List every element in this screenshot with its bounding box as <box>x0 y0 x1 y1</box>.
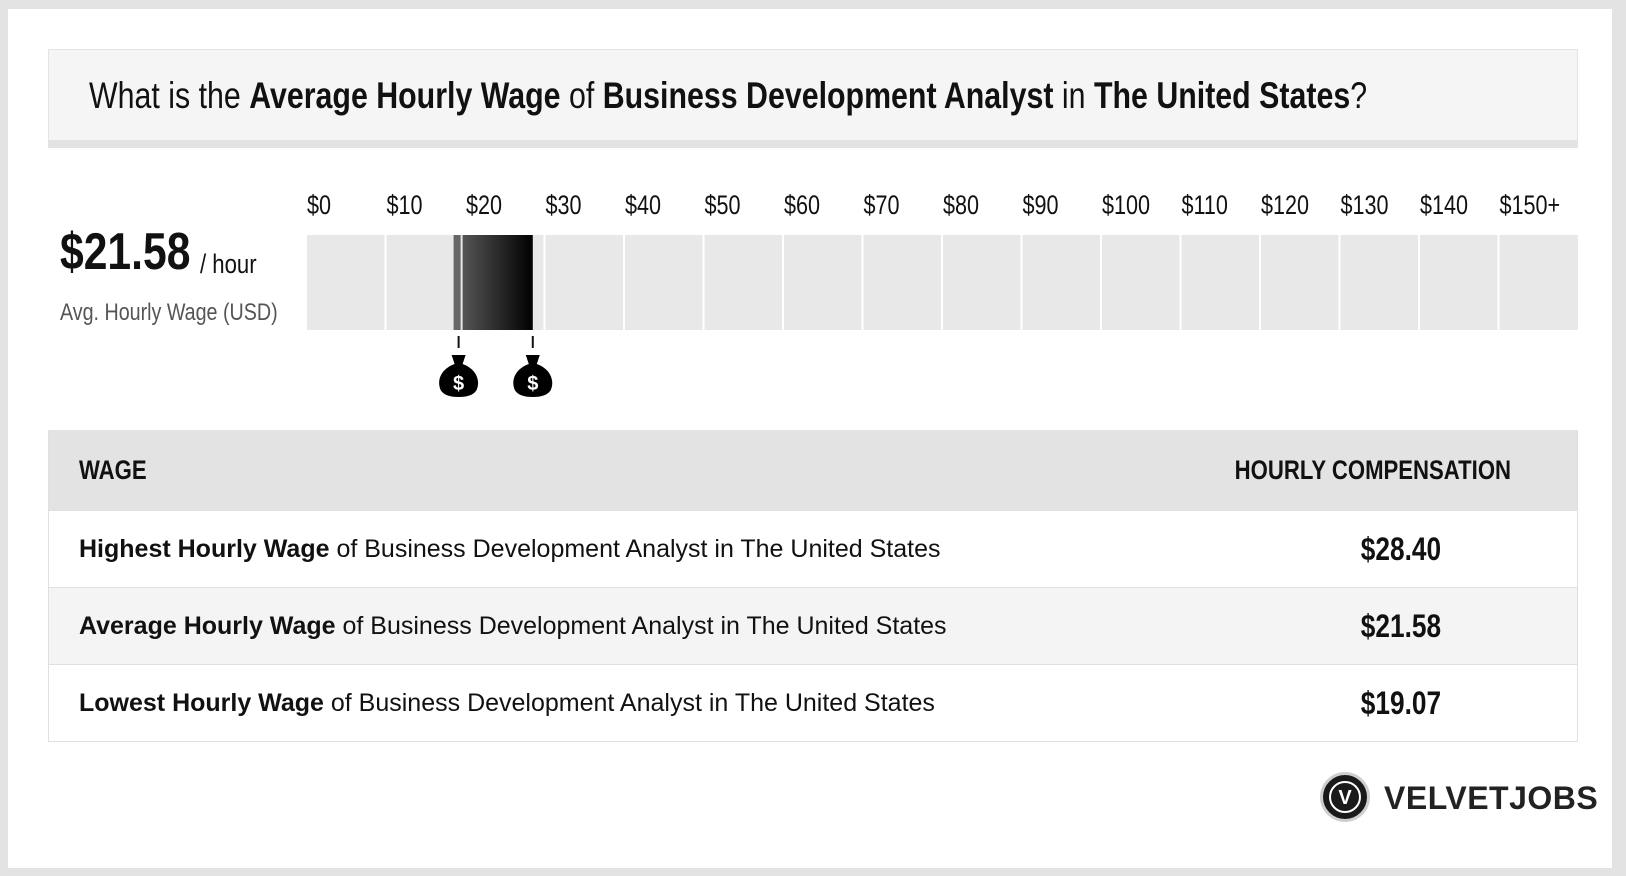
track-segment <box>1340 235 1418 330</box>
tick-label: $140 <box>1420 191 1468 221</box>
track-segment <box>386 235 464 330</box>
track-segment <box>704 235 782 330</box>
velvetjobs-logo-icon: V <box>1320 772 1370 822</box>
money-bag-icon: $ <box>513 336 553 397</box>
tick-label: $90 <box>1023 191 1059 221</box>
track-segment <box>307 235 385 330</box>
tick-label: $110 <box>1181 191 1227 221</box>
tick-label: $20 <box>466 191 502 221</box>
track-segment <box>1499 235 1578 330</box>
header-wage: WAGE <box>79 455 147 485</box>
average-wage-label: Avg. Hourly Wage (USD) <box>60 299 278 326</box>
track-segment <box>784 235 862 330</box>
row-value: $19.07 <box>1360 685 1442 721</box>
svg-text:$: $ <box>453 373 464 395</box>
tick-label: $0 <box>307 191 331 221</box>
tick-label: $80 <box>943 191 979 221</box>
track-segment <box>545 235 623 330</box>
svg-text:$: $ <box>527 373 538 395</box>
track-segment <box>943 235 1021 330</box>
table-row-highest: Highest Hourly Wage of Business Developm… <box>49 510 1577 587</box>
tick-label: $40 <box>625 191 661 221</box>
table-row-average: Average Hourly Wage of Business Developm… <box>49 587 1577 664</box>
tick-label: $130 <box>1341 191 1389 221</box>
track-segment <box>625 235 703 330</box>
tick-label: $50 <box>704 191 740 221</box>
tick-label: $10 <box>387 191 423 221</box>
average-wage-value: $21.58 <box>60 223 191 281</box>
tick-label: $30 <box>546 191 582 221</box>
title-banner: What is the Average Hourly Wage of Busin… <box>48 49 1578 148</box>
tick-label: $120 <box>1261 191 1309 221</box>
row-value: $21.58 <box>1360 608 1442 644</box>
row-value: $28.40 <box>1360 531 1442 567</box>
tick-label: $60 <box>784 191 820 221</box>
tick-label: $100 <box>1102 191 1150 221</box>
track-segment <box>863 235 941 330</box>
wage-table: WAGE HOURLY COMPENSATION Highest Hourly … <box>48 430 1578 742</box>
row-label: Average Hourly Wage of Business Developm… <box>79 612 947 640</box>
row-label: Highest Hourly Wage of Business Developm… <box>79 535 941 563</box>
track-segment <box>1181 235 1259 330</box>
money-bag-icon: $ <box>439 336 479 397</box>
wage-range-chart: $0 $10 $20 $30 $40 $50 $60 $70 $80 $90 $100 $110 $12… <box>307 191 1578 397</box>
tick-label: $150+ <box>1500 191 1561 221</box>
track-segment <box>1022 235 1100 330</box>
lowest-wage-line <box>453 235 461 330</box>
header-hourly-compensation: HOURLY COMPENSATION <box>1234 455 1511 485</box>
track-segment <box>1261 235 1339 330</box>
track-segment <box>1420 235 1498 330</box>
average-wage-unit: / hour <box>200 249 257 279</box>
track-segment <box>1102 235 1180 330</box>
table-row-lowest: Lowest Hourly Wage of Business Developme… <box>49 664 1577 741</box>
wage-range-bar <box>462 235 533 330</box>
row-label: Lowest Hourly Wage of Business Developme… <box>79 689 935 717</box>
page-title: What is the Average Hourly Wage of Busin… <box>89 75 1368 116</box>
tick-label: $70 <box>864 191 900 221</box>
brand-name: VELVETJOBS <box>1384 780 1599 816</box>
table-header: WAGE HOURLY COMPENSATION <box>49 430 1577 510</box>
